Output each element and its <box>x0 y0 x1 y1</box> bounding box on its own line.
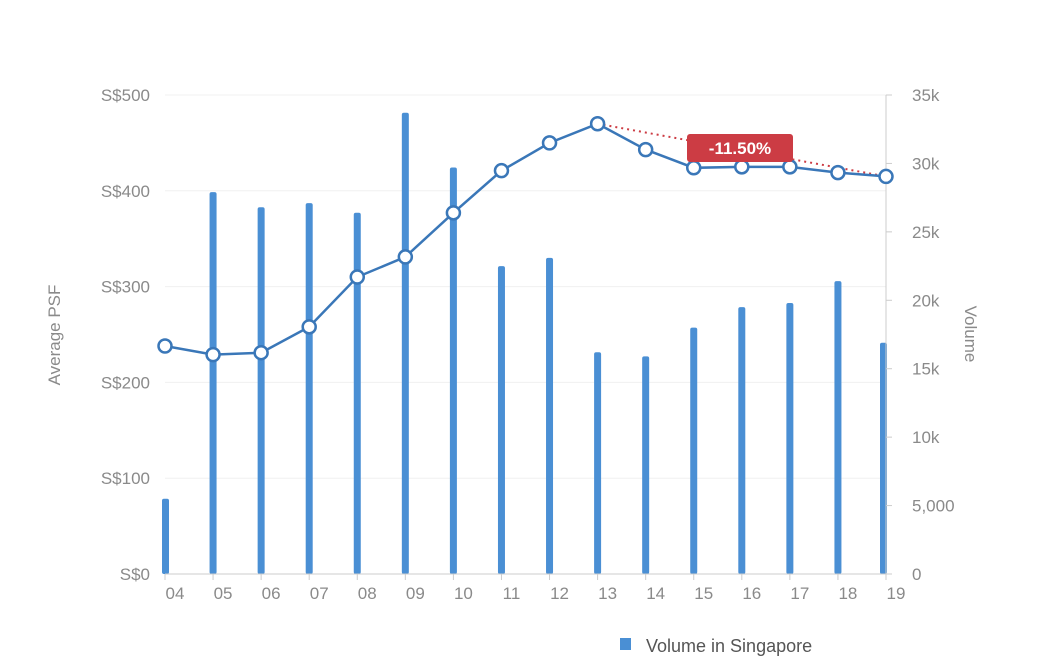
change-badge-bg <box>687 134 793 162</box>
change-badge: -11.50% <box>687 134 793 162</box>
left-tick-label: S$100 <box>101 469 150 488</box>
volume-bars <box>162 112 887 575</box>
right-tick-label: 0 <box>912 565 921 584</box>
x-tick-label: 16 <box>742 584 761 603</box>
x-tick-label: 06 <box>262 584 281 603</box>
psf-point[interactable] <box>589 115 606 132</box>
x-tick-label: 17 <box>790 584 809 603</box>
axes: S$0 S$100 S$200 S$300 S$400 S$500 0 5,000 10k 15k… <box>101 86 955 603</box>
psf-point[interactable] <box>637 141 654 158</box>
psf-point[interactable] <box>685 160 702 176</box>
right-tick-label: 30k <box>912 154 940 173</box>
psf-point[interactable] <box>205 346 221 363</box>
x-tick-label: 11 <box>503 584 521 603</box>
legend-swatch-volume <box>620 638 631 650</box>
volume-bar[interactable] <box>642 356 650 574</box>
x-tick-label: 04 <box>166 584 185 603</box>
x-tick-label: 19 <box>887 584 906 603</box>
psf-point[interactable] <box>301 319 317 335</box>
volume-bar[interactable] <box>497 266 505 574</box>
right-axis-title: Volume <box>961 306 980 363</box>
psf-point[interactable] <box>253 344 269 361</box>
x-tick-label: 10 <box>454 584 473 603</box>
right-tick-label: 10k <box>912 428 940 447</box>
change-badge-label: -11.50% <box>709 139 771 158</box>
psf-point[interactable] <box>493 162 510 179</box>
volume-bar[interactable] <box>162 498 169 574</box>
right-tick-label: 20k <box>912 291 940 310</box>
change-trend-line <box>597 122 887 178</box>
psf-point[interactable] <box>878 168 894 185</box>
volume-bar[interactable] <box>401 112 409 574</box>
volume-bar[interactable] <box>786 303 794 574</box>
volume-bar[interactable] <box>449 167 457 574</box>
volume-bar[interactable] <box>594 352 602 574</box>
volume-bar[interactable] <box>738 307 746 574</box>
x-tick-label: 18 <box>838 584 857 603</box>
right-tick-label: 5,000 <box>912 497 955 516</box>
volume-bar[interactable] <box>305 203 313 575</box>
psf-point[interactable] <box>157 338 173 354</box>
volume-bar[interactable] <box>257 207 265 575</box>
x-tick-label: 12 <box>550 584 569 603</box>
x-tick-label: 07 <box>310 584 329 603</box>
volume-bar[interactable] <box>880 342 887 574</box>
x-tick-label: 13 <box>598 584 617 603</box>
left-tick-label: S$500 <box>101 86 150 105</box>
volume-bar[interactable] <box>834 281 842 574</box>
psf-line-series <box>157 115 894 363</box>
x-tick-label: 14 <box>646 584 665 603</box>
right-tick-label: 35k <box>912 86 940 105</box>
psf-point[interactable] <box>349 269 366 285</box>
psf-point[interactable] <box>782 159 798 175</box>
psf-point[interactable] <box>397 249 414 265</box>
volume-bar[interactable] <box>209 192 217 574</box>
psf-point[interactable] <box>541 135 558 151</box>
right-tick-label: 15k <box>912 360 940 379</box>
volume-bar[interactable] <box>546 257 554 574</box>
psf-point[interactable] <box>445 205 462 221</box>
change-dotted-line <box>597 122 887 178</box>
psf-point[interactable] <box>830 164 846 181</box>
x-tick-label: 15 <box>694 584 713 603</box>
left-tick-label: S$200 <box>101 373 150 392</box>
psf-point[interactable] <box>734 159 750 175</box>
volume-bar[interactable] <box>353 212 361 574</box>
x-tick-label: 09 <box>406 584 425 603</box>
legend-label-volume: Volume in Singapore <box>646 636 812 656</box>
x-tick-label: 08 <box>358 584 377 603</box>
left-tick-label: S$400 <box>101 182 150 201</box>
volume-bar[interactable] <box>690 327 698 574</box>
left-tick-label: S$300 <box>101 278 150 297</box>
left-axis-title: Average PSF <box>45 285 64 386</box>
psf-line <box>164 122 887 356</box>
right-tick-label: 25k <box>912 223 940 242</box>
left-tick-label: S$0 <box>120 565 150 584</box>
gridlines <box>165 94 886 479</box>
legend[interactable]: Volume in Singapore <box>620 636 812 656</box>
x-tick-label: 05 <box>214 584 233 603</box>
